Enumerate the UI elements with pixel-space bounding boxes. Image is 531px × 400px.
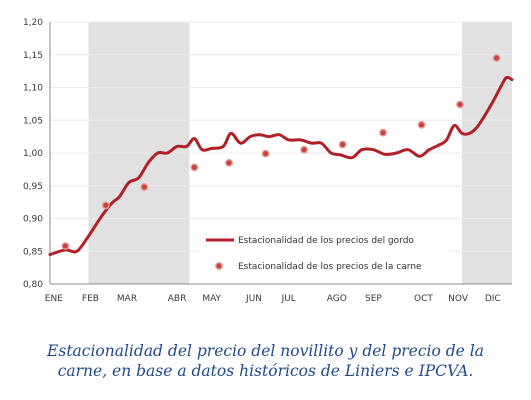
x-tick-labels: ENE FEB MAR ABR MAY JUN JUL AGO SEP OCT NOV DIC bbox=[45, 294, 501, 304]
carne-price-point bbox=[300, 145, 308, 154]
x-tick-label: SEP bbox=[365, 294, 382, 304]
carne-price-point bbox=[190, 163, 199, 172]
y-tick-label: 1,20 bbox=[23, 18, 43, 28]
y-tick-label: 0,95 bbox=[23, 182, 43, 192]
legend: Estacionalidad de los precios del gordo … bbox=[200, 226, 450, 272]
legend-marker-swatch bbox=[215, 262, 223, 270]
x-tick-label: JUL bbox=[281, 294, 296, 304]
y-tick-label: 0,90 bbox=[23, 215, 43, 225]
figure-caption: Estacionalidad del precio del novillito … bbox=[0, 341, 531, 381]
carne-price-point bbox=[338, 140, 347, 149]
x-tick-label: OCT bbox=[414, 294, 433, 304]
y-tick-label: 1,10 bbox=[23, 84, 43, 94]
y-tick-label: 1,05 bbox=[23, 116, 43, 126]
x-tick-label: NOV bbox=[448, 294, 469, 304]
gridlines bbox=[50, 21, 512, 285]
y-tick-label: 1,15 bbox=[23, 51, 43, 61]
gordo-series bbox=[48, 75, 514, 256]
x-tick-label: MAY bbox=[202, 294, 221, 304]
gordo-price-line bbox=[48, 75, 514, 256]
axes bbox=[49, 22, 512, 285]
x-tick-label: ABR bbox=[168, 294, 187, 304]
x-tick-label: AGO bbox=[327, 294, 347, 304]
carne-price-point bbox=[417, 120, 426, 129]
legend-background bbox=[200, 226, 450, 272]
caption-line-2: carne, en base a datos históricos de Lin… bbox=[57, 362, 474, 380]
legend-label-gordo: Estacionalidad de los precios del gordo bbox=[238, 236, 414, 246]
carne-price-point bbox=[379, 128, 387, 137]
y-tick-label: 0,85 bbox=[23, 247, 43, 257]
x-tick-label: DIC bbox=[485, 294, 501, 304]
carne-price-point bbox=[492, 54, 501, 62]
carne-series bbox=[61, 54, 501, 250]
carne-price-point bbox=[101, 201, 110, 210]
carne-price-point bbox=[261, 149, 270, 158]
y-tick-label: 0,80 bbox=[23, 280, 43, 290]
x-tick-label: JUN bbox=[245, 294, 262, 304]
carne-price-point bbox=[61, 242, 70, 250]
carne-price-point bbox=[225, 158, 233, 167]
y-tick-label: 1,00 bbox=[23, 149, 43, 159]
legend-label-carne: Estacionalidad de los precios de la carn… bbox=[238, 262, 422, 272]
x-tick-label: FEB bbox=[82, 294, 99, 304]
x-tick-label: MAR bbox=[117, 294, 137, 304]
carne-price-point bbox=[456, 100, 464, 109]
seasonality-chart: 0,80 0,85 0,90 0,95 1,00 1,05 1,10 1,15 1,20 ENE… bbox=[23, 18, 514, 304]
y-tick-labels: 0,80 0,85 0,90 0,95 1,00 1,05 1,10 1,15 1,20 bbox=[23, 18, 43, 290]
caption-line-1: Estacionalidad del precio del novillito … bbox=[47, 342, 484, 360]
x-tick-label: ENE bbox=[45, 294, 63, 304]
carne-price-point bbox=[140, 183, 149, 191]
